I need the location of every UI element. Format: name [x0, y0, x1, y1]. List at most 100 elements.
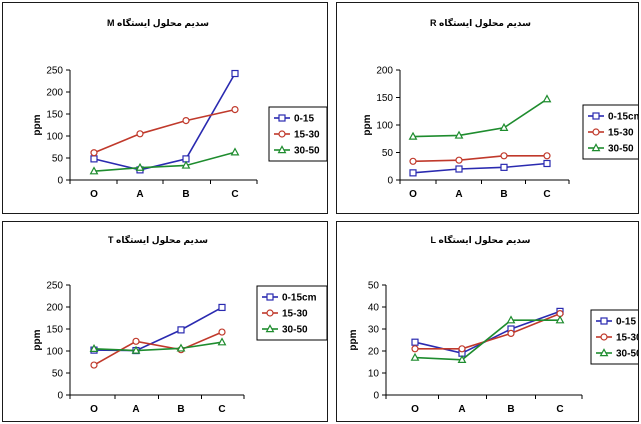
legend-entry: 15-30: [294, 130, 320, 141]
y-tick-label: 150: [46, 325, 63, 336]
y-tick-label: 0: [387, 176, 393, 187]
data-point: [500, 163, 508, 171]
data-point: [90, 149, 98, 157]
x-tick-label: O: [90, 189, 98, 200]
y-tick-label: 250: [46, 66, 63, 77]
series-line-0-15cm: [93, 306, 223, 352]
x-tick-label: O: [90, 404, 98, 415]
x-tick-label: B: [500, 189, 507, 200]
legend-marker: [277, 145, 287, 154]
y-tick-label: 10: [368, 369, 380, 380]
y-tick-label: 50: [368, 281, 380, 292]
x-tick-label: A: [458, 404, 465, 415]
legend-marker: [600, 333, 608, 341]
y-tick-label: 50: [52, 369, 64, 380]
legend-marker: [599, 348, 609, 357]
chart-svg-1: سدیم محلول ایستگاه M 0 50 100 150 200 250 O A B Cp…: [32, 17, 327, 200]
legend-marker: [592, 128, 600, 136]
legend-entry: 30-50: [294, 146, 320, 157]
data-point: [409, 169, 417, 177]
data-point: [543, 159, 551, 168]
y-tick-label: 200: [376, 66, 393, 77]
legend-entry: 15-30: [616, 333, 639, 344]
legend-marker: [266, 293, 274, 301]
data-point: [458, 345, 466, 353]
y-tick-label: 100: [46, 132, 63, 143]
y-tick-label: 200: [46, 88, 63, 99]
x-tick-label: B: [507, 404, 514, 415]
data-point: [506, 315, 516, 324]
data-point: [177, 326, 185, 334]
data-point: [231, 105, 239, 114]
data-point: [411, 338, 419, 346]
x-tick-label: C: [218, 404, 225, 415]
y-tick-label: 50: [52, 154, 64, 165]
data-point: [455, 165, 463, 173]
data-point: [136, 130, 144, 138]
legend-marker: [600, 317, 608, 325]
y-tick-label: 30: [368, 325, 380, 336]
data-point: [500, 152, 508, 160]
x-tick-label: C: [231, 189, 238, 200]
legend-marker: [266, 309, 274, 317]
y-tick-label: 100: [46, 347, 63, 358]
data-point: [217, 337, 227, 346]
series-line-0-15cm: [412, 162, 548, 174]
series-line-15-30: [93, 108, 236, 154]
legend-entry: 30-50: [616, 349, 639, 360]
x-tick-label: A: [455, 189, 462, 200]
legend-entry: 30-50: [282, 325, 308, 336]
chart-svg-3: سدیم محلول ایستگاه T 0 50 100 150 200 250 O A B Cp…: [32, 234, 327, 415]
series-line-30-50: [93, 341, 223, 352]
data-point: [89, 166, 99, 175]
legend-entry: 0-15cm: [608, 112, 639, 123]
data-point: [543, 152, 551, 160]
x-tick-label: A: [132, 404, 139, 415]
data-point: [135, 162, 145, 171]
legend-entry: 15-30: [608, 128, 634, 139]
data-point: [409, 157, 417, 165]
series-line-15-30: [93, 331, 223, 366]
y-tick-label: 150: [376, 93, 393, 104]
series-line-30-50: [412, 98, 548, 138]
data-point: [230, 147, 240, 156]
y-axis-label: ppm: [32, 114, 43, 135]
legend-entry: 0-15cm: [282, 293, 317, 304]
legend-entry: 30-50: [608, 144, 634, 155]
data-point: [131, 345, 141, 354]
data-point: [132, 337, 140, 345]
y-tick-label: 50: [382, 148, 394, 159]
x-tick-label: B: [182, 189, 189, 200]
y-tick-label: 250: [46, 281, 63, 292]
series-line-0-15: [414, 310, 561, 355]
data-point: [507, 329, 515, 338]
legend-entry: 0-15: [294, 114, 314, 125]
data-point: [218, 303, 226, 312]
y-tick-label: 0: [57, 176, 63, 187]
y-tick-label: 0: [57, 391, 63, 402]
y-tick-label: 20: [368, 347, 380, 358]
x-tick-label: C: [543, 189, 550, 200]
data-point: [181, 160, 191, 169]
data-point: [455, 156, 463, 164]
x-tick-label: O: [411, 404, 419, 415]
legend-marker: [278, 130, 286, 138]
legend-marker: [265, 324, 275, 333]
y-tick-label: 0: [373, 391, 379, 402]
legend-marker: [592, 112, 600, 120]
legend-marker: [591, 143, 601, 152]
x-tick-label: C: [556, 404, 563, 415]
data-point: [182, 116, 190, 125]
chart-title: سدیم محلول ایستگاه M: [107, 17, 209, 29]
series-line-15-30: [412, 155, 547, 163]
legend-entry: 0-15: [616, 317, 636, 328]
y-axis-label: ppm: [32, 329, 43, 350]
series-line-30-50: [93, 151, 236, 172]
data-point: [411, 345, 419, 353]
